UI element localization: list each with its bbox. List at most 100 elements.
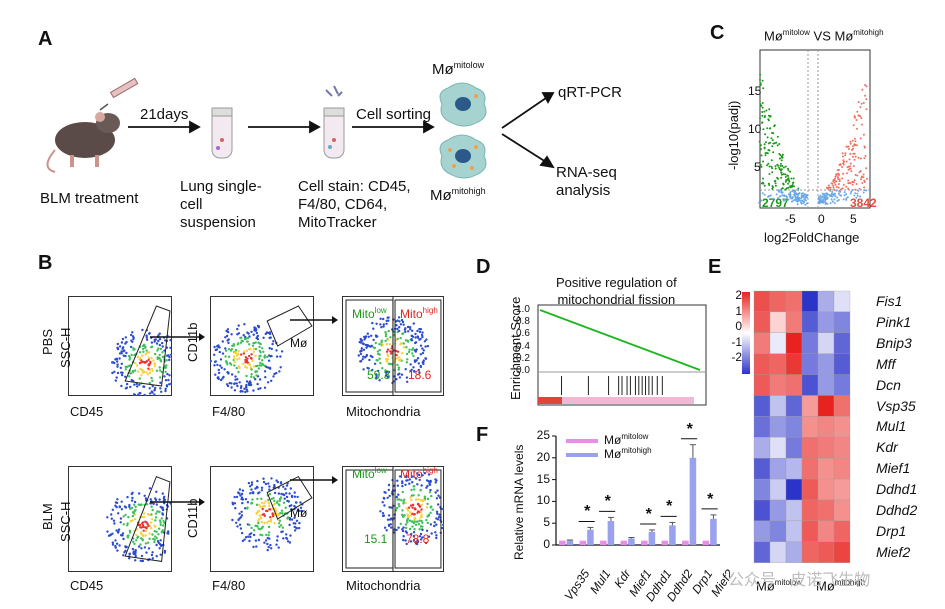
facs-event (395, 378, 398, 381)
volcano-point (834, 195, 837, 198)
gate-low (345, 469, 394, 569)
facs-event (235, 366, 238, 370)
volcano-point (790, 177, 793, 180)
volcano-point (759, 78, 761, 81)
facs-event (128, 557, 131, 560)
facs-event (132, 337, 135, 341)
facs-event (424, 357, 428, 360)
facs-event (434, 478, 437, 481)
facs-event (113, 370, 116, 373)
facs-event (429, 480, 432, 484)
facs-event (146, 522, 149, 526)
facs-event (147, 358, 150, 361)
facs-event (224, 360, 228, 363)
facs-event (396, 498, 399, 501)
p-value: P < 0.01 (546, 352, 591, 366)
facs-event (269, 516, 272, 519)
facs-event (365, 355, 368, 358)
volcano-point (765, 109, 768, 112)
volcano-point (835, 180, 838, 183)
volcano-point (784, 188, 787, 191)
heatmap-cell (785, 332, 803, 354)
facs-event (437, 503, 440, 506)
facs-event (361, 358, 364, 361)
facs-event (435, 534, 438, 537)
facs-event (398, 505, 401, 508)
facs-event (278, 519, 282, 522)
facs-event (167, 530, 170, 533)
facs-event (419, 328, 423, 331)
facs-event (120, 508, 124, 511)
heatmap-cell (817, 395, 835, 417)
facs-event (164, 387, 167, 391)
volcano-xtick: 0 (818, 212, 825, 226)
facs-event (256, 479, 259, 483)
facs-event (421, 521, 424, 524)
facs-event (136, 355, 140, 359)
significance-star: * (645, 505, 652, 523)
volcano-point (841, 187, 844, 190)
facs-event (147, 367, 150, 370)
volcano-point (837, 176, 839, 179)
facs-event (254, 347, 258, 351)
facs-event (240, 492, 244, 496)
facs-event (133, 542, 136, 545)
facs-event (137, 503, 140, 506)
facs-event (399, 323, 403, 326)
facs-event (250, 373, 253, 376)
volcano-point (862, 176, 865, 179)
facs-event (273, 522, 276, 525)
facs-event (246, 340, 249, 343)
volcano-point (821, 199, 824, 202)
facs-event (243, 323, 246, 326)
facs-event (434, 491, 437, 494)
heatmap-cell (785, 499, 803, 522)
volcano-point (849, 140, 852, 143)
bar-y-ticklabel: 15 (536, 471, 550, 486)
facs-event (266, 521, 269, 524)
facs-event (254, 370, 257, 373)
heatmap-cell (833, 311, 851, 333)
facs-event (387, 524, 391, 528)
volcano-point (782, 183, 785, 186)
volcano-point (804, 199, 807, 202)
volcano-point (842, 198, 845, 201)
heatmap-cell (817, 478, 835, 501)
facs-event (258, 357, 261, 361)
volcano-point (771, 167, 774, 170)
volcano-point (828, 194, 831, 197)
facs-event (117, 530, 120, 533)
facs-event (245, 359, 249, 363)
facs-event (365, 346, 368, 349)
facs-event (254, 378, 257, 381)
facs-event (246, 506, 249, 509)
facs-event (149, 392, 152, 395)
facs-event (412, 347, 415, 350)
facs-event (376, 350, 380, 353)
volcano-point (772, 132, 775, 135)
facs-event (285, 533, 288, 536)
volcano-point (774, 179, 777, 182)
facs-event (419, 344, 423, 347)
volcano-point (769, 115, 772, 117)
volcano-point (790, 184, 793, 187)
facs-event (143, 546, 147, 549)
facs-event (276, 539, 279, 542)
facs-event (151, 508, 154, 512)
facs-event (227, 371, 230, 374)
facs-event (374, 341, 377, 345)
heatmap-cell (833, 290, 851, 313)
heatmap-cell (785, 353, 803, 375)
macrophage-mitohigh-icon (439, 134, 487, 179)
facs-event (428, 491, 432, 494)
facs-event (375, 322, 378, 325)
volcano-point (760, 154, 763, 157)
facs-event (143, 494, 146, 497)
facs-event (155, 342, 159, 345)
facs-event (158, 353, 161, 357)
facs-event (369, 354, 372, 358)
facs-event (127, 354, 131, 358)
facs-event (418, 478, 421, 482)
facs-event (427, 535, 431, 538)
facs-event (227, 341, 230, 345)
